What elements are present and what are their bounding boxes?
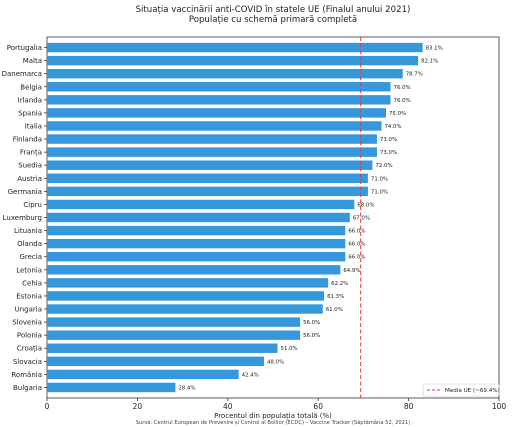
y-tick-label: Croația	[17, 345, 42, 354]
x-tick-label: 100	[492, 402, 507, 411]
bar-value-label: 71.0%	[371, 189, 388, 195]
y-tick-label: Belgia	[20, 83, 42, 91]
y-tick-label: Italia	[25, 122, 42, 130]
bar-value-label: 42.4%	[242, 372, 259, 378]
bar-value-label: 48.0%	[267, 359, 284, 365]
bar-value-label: 68.0%	[357, 202, 374, 208]
bar-value-label: 76.0%	[394, 85, 411, 91]
bar-value-label: 78.7%	[406, 72, 423, 78]
y-tick-label: Ungaria	[15, 306, 42, 314]
bar-germania	[47, 186, 368, 197]
y-tick-label: Polonia	[17, 332, 42, 340]
bar-value-label: 66.0%	[348, 242, 365, 248]
bar-irlanda	[47, 95, 391, 105]
bar-franța	[47, 147, 377, 157]
chart-subtitle: Populație cu schemă primară completă	[189, 15, 357, 25]
bar-austria	[47, 173, 368, 183]
plot-area: 0 20 40 60 80 100 Portugalia 83.1% Malta 82.1% Dan…	[2, 36, 507, 411]
bar-cehia	[47, 278, 329, 288]
bar-value-label: 83.1%	[426, 46, 443, 52]
x-axis-label: Procentul din populația totală (%)	[214, 412, 332, 421]
bar-estonia	[47, 291, 325, 301]
y-tick-label: Estonia	[16, 292, 42, 300]
y-tick-label: Portugalia	[7, 44, 42, 52]
y-tick-label: Spania	[18, 109, 42, 117]
y-tick-label: Malta	[23, 57, 42, 65]
bar-finlanda	[47, 134, 377, 144]
bar-value-label: 64.9%	[343, 268, 360, 274]
y-tick-label: Suedia	[18, 162, 42, 170]
bar-grecia	[47, 252, 346, 262]
y-tick-label: Olanda	[17, 240, 42, 248]
bar-suedia	[47, 160, 373, 170]
bar-bulgaria	[47, 382, 176, 393]
y-tick-label: Franța	[20, 149, 42, 158]
bar-românia	[47, 369, 239, 380]
bar-cipru	[47, 199, 355, 210]
y-tick-label: Irlanda	[18, 96, 42, 104]
bar-value-label: 82.1%	[421, 59, 438, 65]
legend: Media UE (~69.4%)	[422, 383, 500, 397]
bar-lituania	[47, 225, 346, 236]
y-tick-label: Cipru	[23, 201, 42, 209]
bar-value-label: 66.0%	[348, 255, 365, 261]
legend-box	[422, 383, 500, 397]
x-tick-label: 40	[223, 402, 233, 411]
y-tick-label: Slovacia	[13, 358, 42, 366]
bar-value-label: 67.0%	[353, 216, 370, 222]
bar-value-label: 71.0%	[371, 176, 388, 182]
source-note: Sursă: Centrul European de Prevenire și …	[136, 419, 411, 426]
bar-spania	[47, 108, 386, 118]
bar-italia	[47, 121, 382, 131]
y-tick-label: Bulgaria	[13, 384, 42, 392]
bar-luxemburg	[47, 212, 350, 223]
y-tick-label: Germania	[8, 188, 42, 196]
bar-malta	[47, 55, 419, 66]
y-tick-label: România	[11, 371, 42, 379]
x-tick-label: 60	[313, 402, 323, 411]
bar-value-label: 74.0%	[384, 124, 401, 130]
x-tick-label: 20	[133, 402, 143, 411]
bar-value-label: 61.3%	[327, 294, 344, 300]
bar-value-label: 56.0%	[303, 320, 320, 326]
y-tick-label: Lituania	[14, 227, 42, 235]
y-tick-label: Finlanda	[13, 136, 42, 144]
bar-value-label: 51.0%	[281, 346, 298, 352]
bar-value-label: 72.0%	[375, 163, 392, 169]
bar-portugalia	[47, 42, 423, 53]
y-tick-label: Slovenia	[12, 319, 42, 327]
bar-value-label: 66.0%	[348, 229, 365, 235]
bar-value-label: 75.0%	[389, 111, 406, 117]
bar-value-label: 76.0%	[394, 98, 411, 104]
bar-olanda	[47, 238, 346, 249]
bar-value-label: 62.2%	[331, 281, 348, 287]
bar-slovenia	[47, 317, 301, 327]
y-tick-label: Cehia	[22, 279, 42, 287]
bar-value-label: 73.0%	[380, 150, 397, 156]
bar-letonia	[47, 265, 341, 275]
bar-value-label: 28.4%	[178, 385, 195, 391]
bar-croația	[47, 343, 278, 353]
y-tick-label: Letonia	[16, 266, 42, 274]
chart-title: Situația vaccinării anti-COVID în statel…	[136, 5, 411, 15]
y-tick-label: Grecia	[19, 253, 42, 261]
x-tick-label: 0	[45, 402, 50, 411]
y-tick-label: Austria	[17, 175, 42, 183]
bar-value-label: 61.0%	[326, 307, 343, 313]
bar-polonia	[47, 330, 301, 340]
bar-slovacia	[47, 356, 264, 367]
y-tick-label: Luxemburg	[3, 214, 42, 222]
bar-danemarca	[47, 68, 403, 79]
x-tick-label: 80	[404, 402, 414, 411]
y-tick-label: Danemarca	[2, 70, 42, 78]
legend-label: Media UE (~69.4%)	[445, 388, 500, 394]
bar-value-label: 73.0%	[380, 137, 397, 143]
bar-ungaria	[47, 304, 323, 314]
bar-belgia	[47, 82, 391, 92]
bar-value-label: 56.0%	[303, 333, 320, 339]
